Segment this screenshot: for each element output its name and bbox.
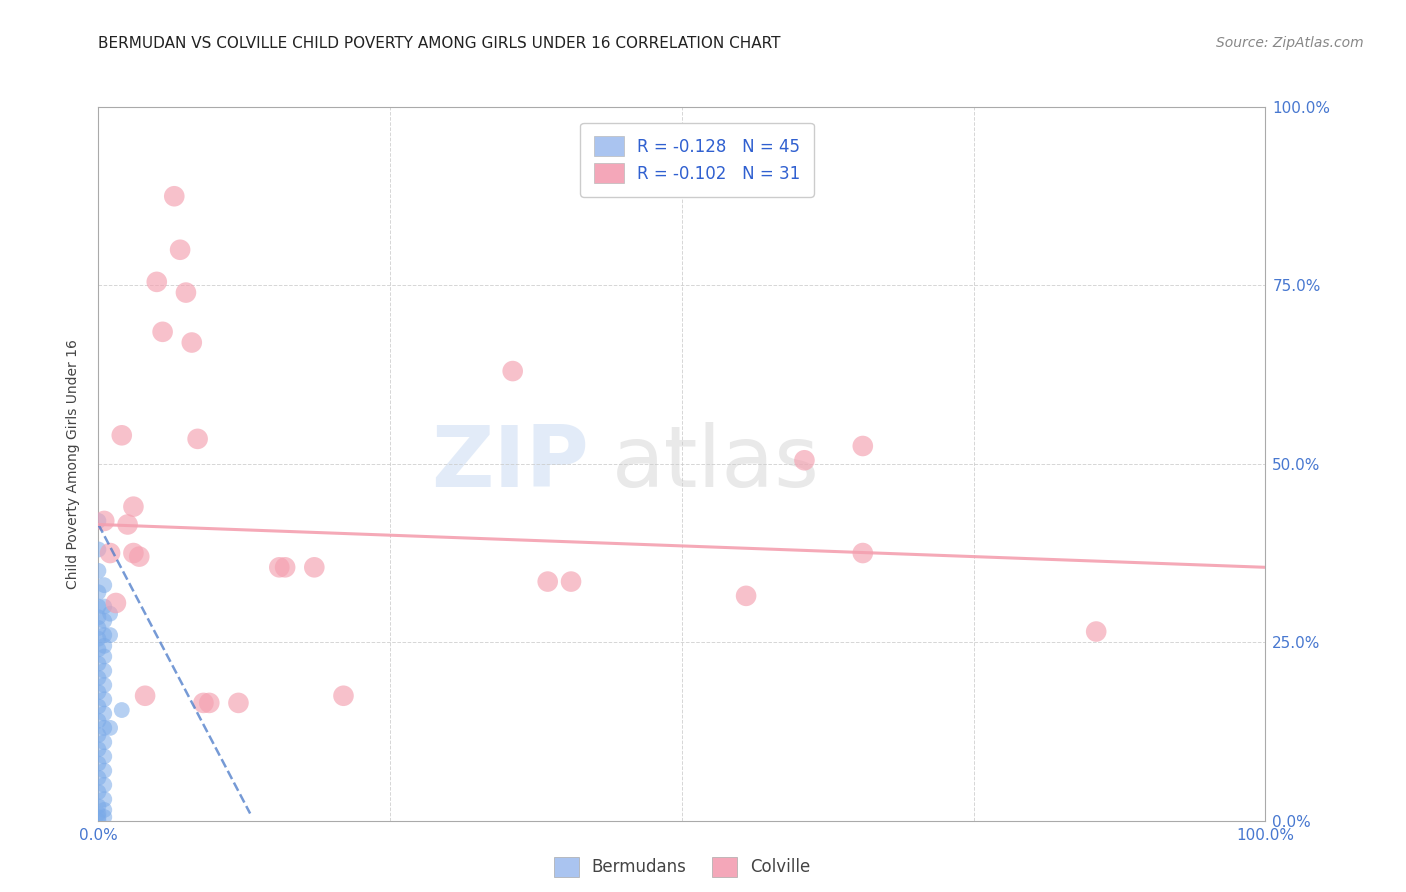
Point [117, 517, 139, 532]
Text: ZIP: ZIP [430, 422, 589, 506]
Point [332, 689, 354, 703]
Point [93, 678, 115, 692]
Point [93, 749, 115, 764]
Point [122, 500, 145, 514]
Point [87, 657, 110, 671]
Point [87, 728, 110, 742]
Point [852, 439, 875, 453]
Point [560, 574, 582, 589]
Point [87, 799, 110, 814]
Point [104, 596, 127, 610]
Text: Source: ZipAtlas.com: Source: ZipAtlas.com [1216, 36, 1364, 50]
Point [502, 364, 524, 378]
Point [87, 632, 110, 646]
Point [228, 696, 250, 710]
Point [304, 560, 326, 574]
Point [169, 243, 191, 257]
Point [152, 325, 174, 339]
Point [93, 721, 115, 735]
Point [87, 685, 110, 699]
Point [735, 589, 758, 603]
Point [93, 639, 115, 653]
Point [793, 453, 815, 467]
Point [93, 778, 115, 792]
Point [87, 610, 110, 624]
Point [87, 585, 110, 599]
Point [98, 607, 121, 621]
Legend: Bermudans, Colville: Bermudans, Colville [547, 850, 817, 884]
Point [87, 642, 110, 657]
Point [93, 810, 115, 824]
Point [87, 621, 110, 635]
Point [537, 574, 560, 589]
Point [93, 664, 115, 678]
Point [87, 671, 110, 685]
Point [198, 696, 221, 710]
Point [87, 599, 110, 614]
Point [87, 699, 110, 714]
Point [98, 721, 121, 735]
Point [93, 792, 115, 806]
Point [93, 764, 115, 778]
Point [87, 514, 110, 528]
Point [122, 546, 145, 560]
Point [274, 560, 297, 574]
Point [98, 546, 121, 560]
Point [93, 578, 115, 592]
Point [1085, 624, 1108, 639]
Point [187, 432, 209, 446]
Point [93, 649, 115, 664]
Point [87, 814, 110, 828]
Point [93, 514, 115, 528]
Point [87, 742, 110, 756]
Point [87, 756, 110, 771]
Point [134, 689, 156, 703]
Point [269, 560, 291, 574]
Point [93, 614, 115, 628]
Point [98, 628, 121, 642]
Point [193, 696, 215, 710]
Point [87, 714, 110, 728]
Text: atlas: atlas [612, 422, 820, 506]
Point [93, 628, 115, 642]
Y-axis label: Child Poverty Among Girls Under 16: Child Poverty Among Girls Under 16 [66, 339, 80, 589]
Point [87, 542, 110, 557]
Point [174, 285, 197, 300]
Point [163, 189, 186, 203]
Point [111, 703, 134, 717]
Point [852, 546, 875, 560]
Point [180, 335, 202, 350]
Point [93, 803, 115, 817]
Point [87, 771, 110, 785]
Point [111, 428, 134, 442]
Point [87, 810, 110, 824]
Point [146, 275, 169, 289]
Point [87, 564, 110, 578]
Point [93, 706, 115, 721]
Point [87, 806, 110, 821]
Point [87, 785, 110, 799]
Point [93, 599, 115, 614]
Point [93, 735, 115, 749]
Point [128, 549, 150, 564]
Text: BERMUDAN VS COLVILLE CHILD POVERTY AMONG GIRLS UNDER 16 CORRELATION CHART: BERMUDAN VS COLVILLE CHILD POVERTY AMONG… [98, 36, 780, 51]
Point [93, 692, 115, 706]
